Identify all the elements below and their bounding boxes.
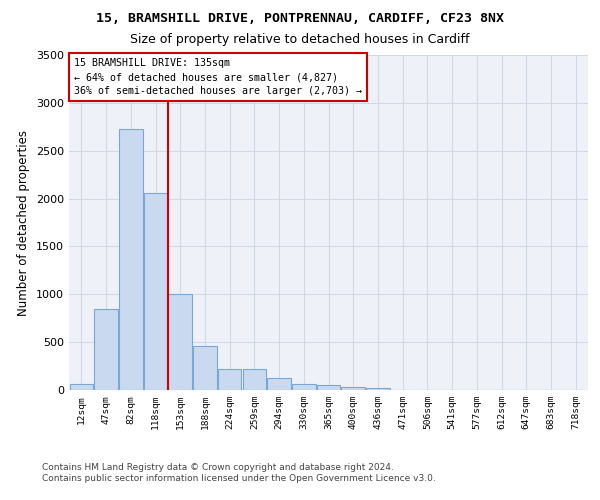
Text: Size of property relative to detached houses in Cardiff: Size of property relative to detached ho… [130,32,470,46]
Bar [144,193,167,390]
Bar [341,387,365,390]
Text: Contains HM Land Registry data © Crown copyright and database right 2024.: Contains HM Land Registry data © Crown c… [42,462,394,471]
Bar [218,369,241,390]
Y-axis label: Number of detached properties: Number of detached properties [17,130,31,316]
Text: 15, BRAMSHILL DRIVE, PONTPRENNAU, CARDIFF, CF23 8NX: 15, BRAMSHILL DRIVE, PONTPRENNAU, CARDIF… [96,12,504,26]
Text: Contains public sector information licensed under the Open Government Licence v3: Contains public sector information licen… [42,474,436,483]
Bar [70,384,93,390]
Bar [193,346,217,390]
Text: 15 BRAMSHILL DRIVE: 135sqm
← 64% of detached houses are smaller (4,827)
36% of s: 15 BRAMSHILL DRIVE: 135sqm ← 64% of deta… [74,58,362,96]
Bar [317,384,340,390]
Bar [292,384,316,390]
Bar [119,128,143,390]
Bar [94,308,118,390]
Bar [242,370,266,390]
Bar [169,294,192,390]
Bar [366,388,389,390]
Bar [268,378,291,390]
